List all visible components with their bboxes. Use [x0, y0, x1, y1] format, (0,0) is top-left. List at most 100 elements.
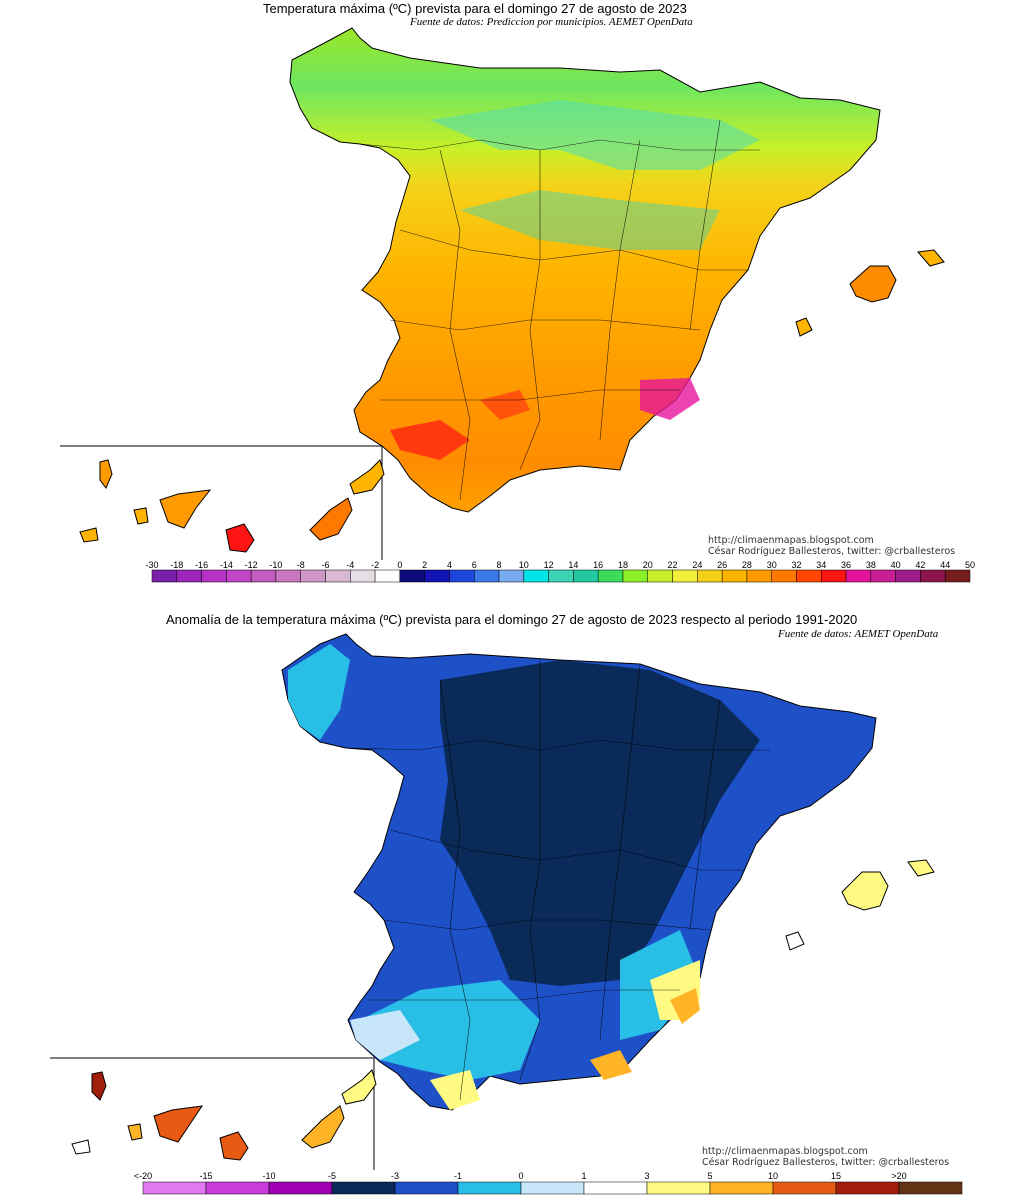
scale-swatch	[573, 569, 599, 583]
scale-swatch	[672, 569, 698, 583]
menorca	[917, 249, 945, 267]
scale-label: 6	[472, 560, 477, 570]
scale-label: -4	[346, 560, 354, 570]
scale-label: 26	[717, 560, 727, 570]
scale-swatch	[325, 569, 351, 583]
scale-swatch	[771, 569, 797, 583]
scale-label: 10	[519, 560, 529, 570]
max-temperature-map-panel: Temperatura máxima (ºC) prevista para el…	[0, 0, 1024, 590]
scale-swatch	[201, 569, 227, 583]
scale-label: 40	[891, 560, 901, 570]
scale-label: >20	[891, 1171, 906, 1181]
scale-label: 15	[831, 1171, 841, 1181]
scale-label: 20	[643, 560, 653, 570]
scale-label: -12	[245, 560, 258, 570]
scale-swatch	[548, 569, 574, 583]
scale-label: -10	[262, 1171, 275, 1181]
scale-label: 36	[841, 560, 851, 570]
scale-swatch	[399, 569, 425, 583]
scale-swatch	[250, 569, 277, 583]
map-subtitle: Fuente de datos: Prediccion por municipi…	[410, 16, 693, 28]
scale-label: 44	[940, 560, 950, 570]
scale-swatch	[845, 569, 872, 583]
scale-swatch	[331, 1181, 396, 1195]
scale-swatch	[142, 1181, 207, 1195]
canary-inset-frame	[50, 1057, 375, 1170]
scale-label: -30	[145, 560, 158, 570]
ibiza	[785, 931, 805, 951]
scale-label: 8	[497, 560, 502, 570]
scale-label: 0	[518, 1171, 523, 1181]
spain-anomaly-map: <-20 -15 -10 -5 -3 -1 0 1 3 5 10 15 >20	[50, 633, 963, 1195]
scale-label: 10	[768, 1171, 778, 1181]
scale-label: 0	[397, 560, 402, 570]
scale-label: -1	[454, 1171, 462, 1181]
scale-label: -8	[297, 560, 305, 570]
scale-swatch	[424, 569, 450, 583]
province-borders	[359, 119, 760, 501]
scale-label: <-20	[134, 1171, 152, 1181]
credit-author: César Rodríguez Ballesteros, twitter: @c…	[708, 546, 956, 557]
scale-swatch	[457, 1181, 522, 1195]
temperature-anomaly-map-panel: Anomalía de la temperatura máxima (ºC) p…	[0, 600, 1024, 1198]
scale-swatch	[374, 569, 401, 583]
scale-label: 14	[568, 560, 578, 570]
credit-url: http://climaenmapas.blogspot.com	[708, 535, 874, 546]
scale-swatch	[151, 569, 178, 583]
temperature-color-scale: -30 -18 -16 -14 -12 -10 -8 -6 -4 -2 0 2 4 6 8 10 12 14 16 1…	[145, 560, 975, 583]
scale-swatch	[746, 569, 772, 583]
canary-islands	[71, 1069, 377, 1161]
mallorca	[841, 871, 889, 911]
scale-swatch	[622, 569, 649, 583]
scale-label: -5	[328, 1171, 336, 1181]
scale-swatch	[709, 1181, 774, 1195]
credit-author: César Rodríguez Ballesteros, twitter: @c…	[702, 1157, 950, 1168]
scale-label: 5	[707, 1171, 712, 1181]
scale-swatch	[473, 569, 500, 583]
scale-label: 50	[965, 560, 975, 570]
scale-swatch	[944, 569, 971, 583]
scale-label: 24	[692, 560, 702, 570]
spain-peninsula	[289, 27, 881, 513]
mallorca	[849, 265, 897, 303]
menorca	[907, 859, 935, 877]
scale-swatch	[205, 1181, 270, 1195]
scale-swatch	[898, 1181, 963, 1195]
map-title: Anomalía de la temperatura máxima (ºC) p…	[166, 612, 858, 627]
scale-swatch	[523, 569, 549, 583]
anomaly-color-scale: <-20 -15 -10 -5 -3 -1 0 1 3 5 10 15 >20	[134, 1171, 963, 1195]
scale-swatch	[597, 569, 624, 583]
scale-swatch	[268, 1181, 333, 1195]
scale-label: -2	[371, 560, 379, 570]
scale-label: 28	[742, 560, 752, 570]
scale-swatch	[520, 1181, 585, 1195]
scale-label: -14	[220, 560, 233, 570]
scale-swatch	[821, 569, 847, 583]
scale-swatch	[772, 1181, 837, 1195]
scale-label: -16	[195, 560, 208, 570]
scale-label: 16	[593, 560, 603, 570]
scale-label: 18	[618, 560, 628, 570]
province-borders	[349, 660, 770, 1101]
scale-label: 22	[668, 560, 678, 570]
scale-label: 38	[866, 560, 876, 570]
scale-swatch	[583, 1181, 648, 1195]
scale-label: 32	[791, 560, 801, 570]
spain-max-temp-map: -30 -18 -16 -14 -12 -10 -8 -6 -4 -2 0 2 4 6 8 10 12 14 16 1…	[60, 27, 975, 583]
scale-label: 1	[581, 1171, 586, 1181]
scale-swatch	[449, 569, 475, 583]
scale-swatch	[721, 569, 748, 583]
scale-label: 30	[767, 560, 777, 570]
scale-swatch	[350, 569, 376, 583]
scale-label: 2	[422, 560, 427, 570]
scale-swatch	[697, 569, 723, 583]
scale-swatch	[176, 569, 202, 583]
ibiza	[795, 317, 813, 337]
scale-swatch	[394, 1181, 459, 1195]
scale-label: -10	[269, 560, 282, 570]
scale-swatch	[646, 1181, 711, 1195]
scale-swatch	[498, 569, 525, 583]
scale-swatch	[275, 569, 301, 583]
scale-swatch	[647, 569, 673, 583]
scale-label: 3	[644, 1171, 649, 1181]
